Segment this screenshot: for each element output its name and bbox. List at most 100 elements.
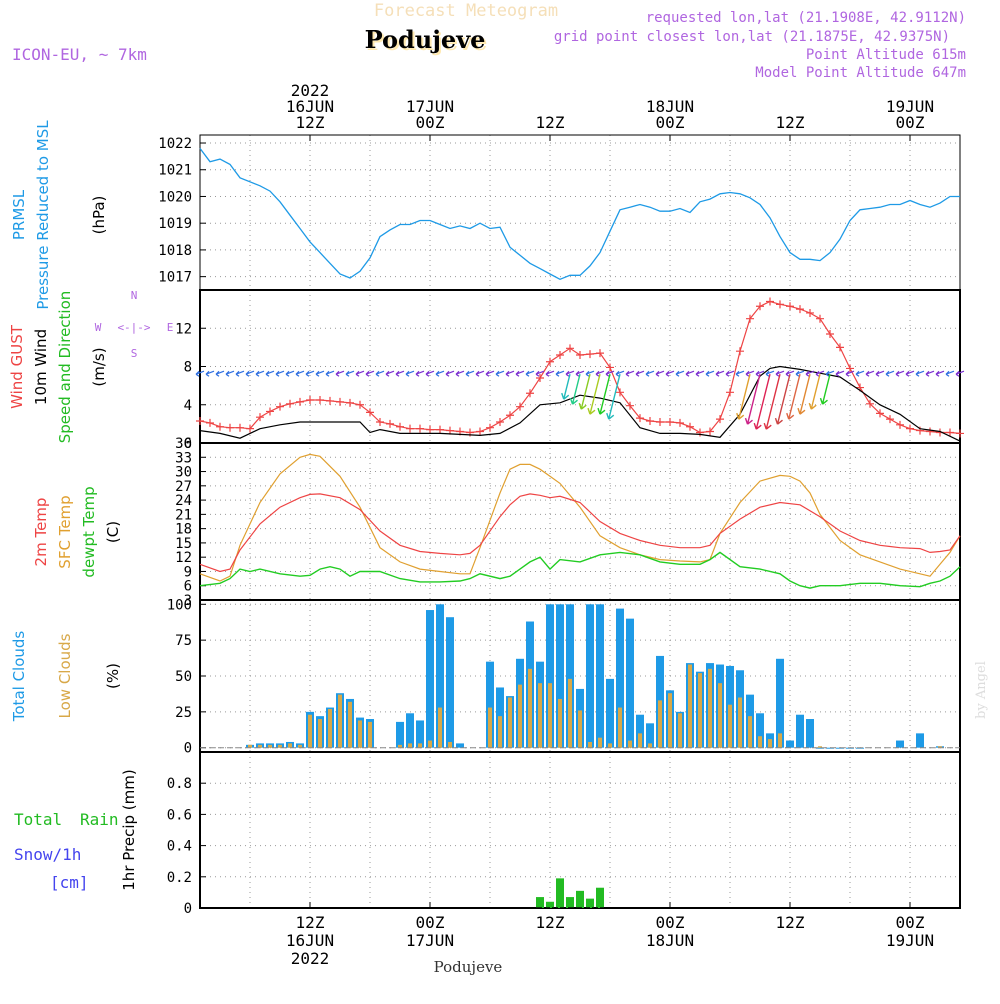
pressure-label-1: PRMSL [10, 189, 28, 240]
gust-marker [676, 418, 684, 427]
top-time-label: 12Z [776, 113, 805, 132]
total-cloud-bar [796, 714, 804, 748]
gust-marker [746, 314, 754, 323]
total-cloud-bar [896, 740, 904, 748]
low-cloud-bar [258, 744, 262, 748]
wind-compass: N S W E <-|-> [95, 289, 174, 360]
wind-dir-arrow [395, 370, 405, 377]
compass-w: W [95, 321, 102, 334]
gust-marker [836, 343, 844, 352]
precip-label-cm: [cm] [50, 873, 89, 892]
wind-dir-arrow [405, 370, 415, 377]
gust-marker [876, 409, 884, 418]
panel-frame [199, 442, 961, 601]
low-cloud-bar [578, 710, 582, 748]
top-time-label: 00Z [416, 113, 445, 132]
gust-marker [666, 417, 674, 426]
precip-label-total: Total [14, 810, 62, 829]
tick-label-y: 0.6 [167, 807, 192, 823]
top-time-label: 12Z [296, 113, 325, 132]
wind-dir-arrow [275, 370, 285, 377]
gust-marker [586, 350, 594, 359]
gust-marker [226, 423, 234, 432]
low-cloud-bar [408, 743, 412, 748]
tick-label-y: 12 [175, 321, 192, 337]
gust-marker [306, 395, 314, 404]
wind-dir-arrow [535, 370, 545, 377]
gust-marker [516, 402, 524, 411]
tick-label-y: 1019 [158, 216, 192, 232]
wind-dir-arrow [455, 370, 465, 377]
wind-dir-arrow [435, 370, 445, 377]
tick-label-y: 1020 [158, 189, 192, 205]
wind-dir-arrow [825, 370, 835, 377]
wind-dir-arrow [375, 370, 385, 377]
panel-labels: PRMSL Pressure Reduced to MSL (hPa) Wind… [8, 120, 138, 892]
gust-marker [866, 399, 874, 408]
top-time-label: 00Z [656, 113, 685, 132]
wind-dir-arrow [655, 370, 665, 377]
bottom-time-label: 12Z [296, 913, 325, 932]
total-cloud-bar [636, 714, 644, 748]
gust-marker [576, 351, 584, 360]
low-cloud-bar [818, 746, 822, 748]
gust-marker [626, 401, 634, 410]
top-time-label: 12Z [536, 113, 565, 132]
wind-dir-arrow [815, 370, 825, 377]
wind-dir-arrow [855, 370, 865, 377]
temp-unit: (C) [104, 521, 122, 543]
wind-label-1: Wind GUST [8, 324, 26, 409]
clouds-unit: (%) [104, 663, 122, 689]
gust-marker [776, 300, 784, 309]
gust-marker [846, 364, 854, 373]
requested-coords: requested lon,lat (21.1908E, 42.9112N) [646, 10, 966, 26]
gust-marker [336, 397, 344, 406]
gust-marker [546, 357, 554, 366]
tick-label-y: 18 [175, 522, 192, 538]
gust-marker [796, 305, 804, 314]
low-cloud-bar [628, 740, 632, 748]
gust-marker [406, 424, 414, 433]
wind-dir-arrow [555, 370, 565, 377]
total-cloud-bar [426, 610, 434, 748]
bottom-time-label: 18JUN [646, 931, 694, 950]
bottom-time-label: 00Z [656, 913, 685, 932]
gust-marker [486, 423, 494, 432]
gust-marker [236, 423, 244, 432]
tick-label-y: 27 [175, 479, 192, 495]
wind-dir-arrow [445, 370, 455, 377]
wind-dir-arrow [485, 370, 495, 377]
bottom-time-label: 00Z [416, 913, 445, 932]
wind-dir-arrow [245, 370, 255, 377]
gust-marker [296, 397, 304, 406]
precip-unit: 1hr Precip (mm) [120, 769, 138, 890]
tick-label-y: 1017 [158, 270, 192, 286]
wind-dir-arrow [615, 370, 625, 377]
tick-label-y: 24 [175, 493, 192, 509]
gust-marker [946, 428, 954, 437]
bottom-time-label: 00Z [896, 913, 925, 932]
total-cloud-bar [616, 608, 624, 748]
low-cloud-bar [678, 713, 682, 748]
gust-marker [386, 419, 394, 428]
wind-dir-arrow [685, 370, 695, 377]
wind-dir-arrow [915, 370, 925, 377]
tick-label-y: 0.2 [167, 870, 192, 886]
gust-marker [886, 415, 894, 424]
model-label: ICON-EU, ~ 7km [12, 45, 147, 64]
tick-label-y: 1022 [158, 136, 192, 152]
gust-marker [896, 420, 904, 429]
wind-dir-arrow [285, 370, 295, 377]
tick-label-y: 33 [175, 450, 192, 466]
wind-gust-arrow [578, 373, 591, 410]
dewpt-line [199, 551, 961, 589]
tick-label-y: 8 [184, 360, 192, 376]
low-cloud-bar [618, 707, 622, 748]
wind-gust-arrow [561, 373, 571, 400]
wind-dir-arrow [215, 370, 225, 377]
low-cloud-bar [718, 683, 722, 748]
gust-marker [266, 407, 274, 416]
gust-marker [346, 398, 354, 407]
bottom-time-label: 17JUN [406, 931, 454, 950]
wind-gust-arrow [808, 373, 821, 410]
